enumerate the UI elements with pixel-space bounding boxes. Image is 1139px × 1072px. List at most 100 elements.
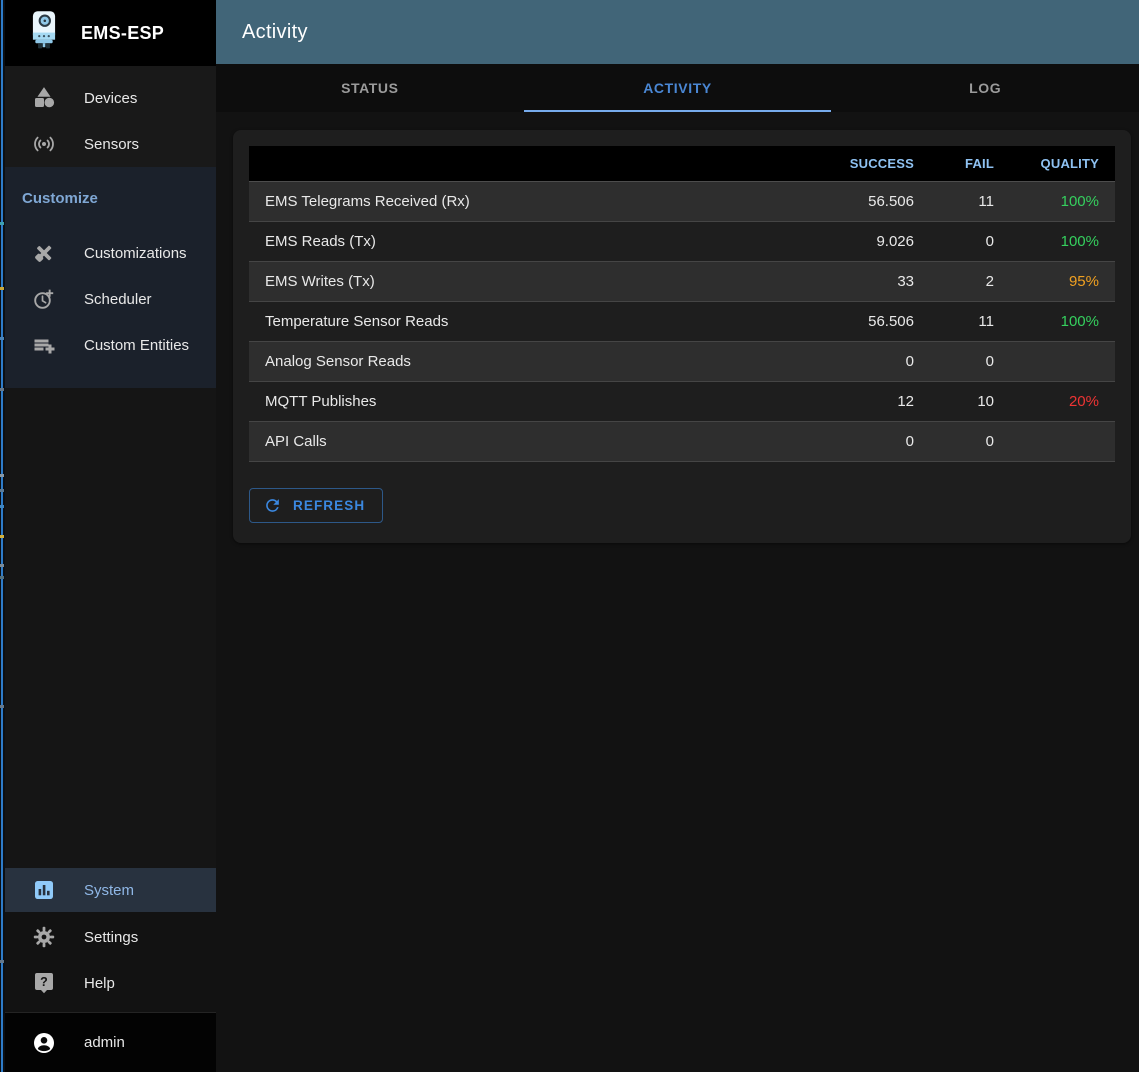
active-tab-indicator	[523, 110, 832, 112]
edge-marker	[0, 474, 4, 477]
fail-value: 2	[985, 273, 994, 290]
fail-value: 0	[985, 353, 994, 370]
refresh-icon	[263, 496, 282, 515]
app-title: EMS-ESP	[81, 22, 165, 43]
edge-marker	[0, 705, 4, 708]
edge-marker	[0, 564, 4, 567]
more-time-icon	[32, 287, 56, 311]
sidebar-customize-section: Customize Customizations	[5, 167, 216, 388]
sidebar-item-customizations[interactable]: Customizations	[5, 230, 216, 276]
quality-value: 95%	[1068, 273, 1099, 290]
column-header-fail: FAIL	[930, 146, 1010, 182]
svg-text:?: ?	[40, 975, 48, 989]
fail-value: 10	[977, 393, 994, 410]
quality-value	[1010, 422, 1115, 462]
table-row: EMS Writes (Tx) 33 2 95%	[249, 261, 1115, 302]
page-title: Activity	[242, 20, 308, 43]
activity-card: SUCCESS FAIL QUALITY EMS Telegrams Recei…	[233, 130, 1131, 543]
account-circle-icon	[32, 1031, 56, 1055]
success-value: 56.506	[868, 313, 914, 330]
construction-icon	[32, 241, 56, 265]
table-row: MQTT Publishes 12 10 20%	[249, 382, 1115, 422]
column-header-quality: QUALITY	[1010, 146, 1115, 182]
quality-value: 100%	[1060, 313, 1099, 330]
boiler-logo-icon	[25, 8, 63, 59]
tab-label: ACTIVITY	[643, 80, 712, 96]
sensors-icon	[32, 132, 56, 156]
sidebar-item-settings[interactable]: Settings	[5, 914, 216, 960]
edge-marker	[0, 489, 4, 492]
edge-marker	[0, 388, 4, 391]
gear-icon	[32, 925, 56, 949]
sidebar-item-custom-entities[interactable]: Custom Entities	[5, 322, 216, 368]
fail-value: 0	[985, 233, 994, 250]
quality-value: 100%	[1060, 233, 1099, 250]
edge-marker	[0, 960, 4, 963]
sidebar-item-system[interactable]: System	[5, 868, 216, 912]
quality-value: 20%	[1068, 393, 1099, 410]
edge-marker	[0, 337, 4, 340]
sidebar-primary-section: Devices Sensors	[5, 66, 216, 167]
sidebar-item-label: Custom Entities	[84, 336, 190, 354]
table-row: Analog Sensor Reads 0 0	[249, 341, 1115, 382]
sidebar: EMS-ESP Devices	[5, 0, 216, 1072]
fail-value: 0	[985, 433, 994, 450]
column-header-success: SUCCESS	[815, 146, 930, 182]
edge-marker	[0, 222, 4, 225]
tab-label: STATUS	[341, 80, 399, 96]
success-value: 0	[905, 433, 914, 450]
table-row: Temperature Sensor Reads 56.506 11 100%	[249, 302, 1115, 342]
sidebar-item-label: Scheduler	[84, 290, 152, 308]
sidebar-item-devices[interactable]: Devices	[5, 75, 216, 121]
app-header: EMS-ESP	[5, 0, 216, 66]
fail-value: 11	[978, 313, 994, 330]
metric-name: EMS Reads (Tx)	[265, 233, 376, 250]
success-value: 56.506	[868, 193, 914, 210]
tab-bar: STATUS ACTIVITY LOG	[216, 64, 1139, 112]
sidebar-item-label: Customizations	[84, 244, 187, 262]
edge-marker	[0, 287, 4, 290]
tab-log[interactable]: LOG	[831, 64, 1139, 112]
refresh-button-label: REFRESH	[293, 498, 366, 513]
sidebar-item-label: Help	[84, 974, 115, 992]
tab-status[interactable]: STATUS	[216, 64, 524, 112]
sidebar-spacer	[5, 388, 216, 868]
success-value: 9.026	[876, 233, 914, 250]
sidebar-item-help[interactable]: ? Help	[5, 960, 216, 1006]
edge-marker	[0, 576, 4, 579]
browser-edge-strip	[0, 0, 5, 1072]
sidebar-item-label: System	[84, 881, 135, 899]
refresh-button[interactable]: REFRESH	[249, 488, 384, 523]
success-value: 12	[897, 393, 914, 410]
live-help-icon: ?	[32, 971, 56, 995]
table-row: EMS Reads (Tx) 9.026 0 100%	[249, 222, 1115, 262]
fail-value: 11	[978, 193, 994, 210]
sidebar-item-user[interactable]: admin	[5, 1020, 216, 1066]
table-row: API Calls 0 0	[249, 421, 1115, 462]
page-header: Activity	[216, 0, 1139, 64]
metric-name: EMS Telegrams Received (Rx)	[265, 193, 470, 210]
tab-label: LOG	[969, 80, 1002, 96]
category-icon	[32, 86, 56, 110]
success-value: 33	[897, 273, 914, 290]
metric-name: MQTT Publishes	[265, 393, 377, 410]
username-label: admin	[84, 1034, 125, 1051]
table-header: SUCCESS FAIL QUALITY	[249, 146, 1115, 182]
column-header-name	[249, 146, 815, 182]
playlist-add-icon	[32, 333, 56, 357]
edge-marker	[0, 505, 4, 508]
metric-name: Analog Sensor Reads	[265, 353, 411, 370]
sidebar-item-label: Sensors	[84, 135, 140, 153]
table-row: EMS Telegrams Received (Rx) 56.506 11 10…	[249, 181, 1115, 222]
sidebar-settings-section: Settings ? Help	[5, 912, 216, 1012]
assessment-icon	[32, 878, 56, 902]
metric-name: API Calls	[265, 433, 327, 450]
edge-marker	[0, 535, 4, 538]
activity-table: SUCCESS FAIL QUALITY EMS Telegrams Recei…	[249, 146, 1115, 462]
tab-activity[interactable]: ACTIVITY	[523, 64, 832, 112]
sidebar-item-scheduler[interactable]: Scheduler	[5, 276, 216, 322]
sidebar-item-sensors[interactable]: Sensors	[5, 121, 216, 167]
customize-section-header: Customize	[22, 190, 98, 207]
quality-value: 100%	[1060, 193, 1099, 210]
success-value: 0	[905, 353, 914, 370]
